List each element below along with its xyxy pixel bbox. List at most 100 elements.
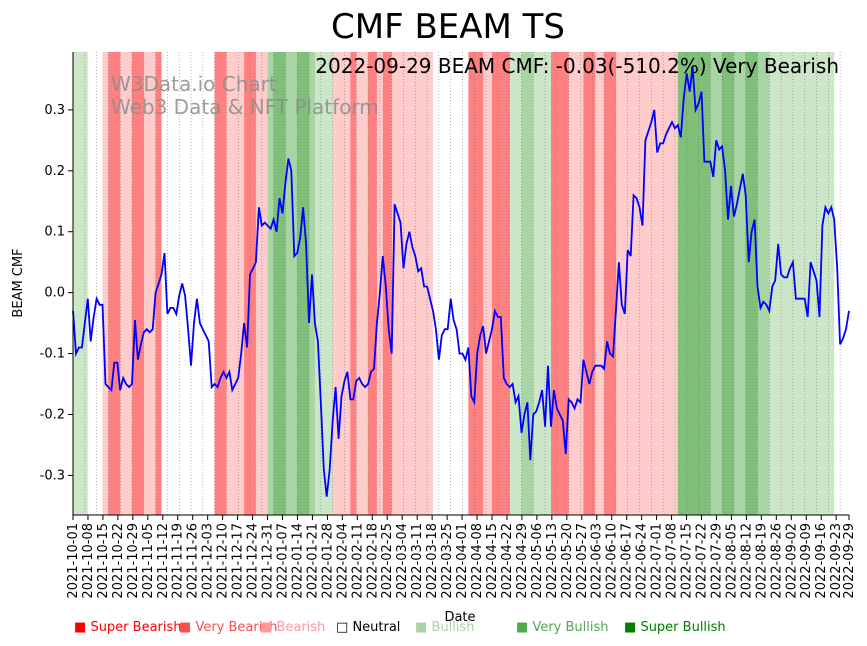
x-tick-label: 2022-07-15 — [680, 523, 695, 599]
x-tick-label: 2021-11-19 — [171, 523, 186, 599]
legend-bullish: ■ Bullish — [415, 620, 474, 635]
x-tick-label: 2022-09-09 — [799, 523, 814, 599]
x-tick-label: 2021-10-08 — [81, 523, 96, 599]
signal-region-very-bullish — [757, 52, 770, 515]
x-tick-label: 2021-12-31 — [261, 523, 276, 599]
signal-region-very-bullish — [710, 52, 723, 515]
x-tick-label: 2022-09-29 — [842, 523, 857, 599]
x-tick-label: 2022-04-22 — [500, 523, 515, 599]
x-tick-label: 2022-06-10 — [605, 523, 620, 599]
signal-region-bearish — [663, 52, 679, 515]
legend-swatch-bullish: ■ — [415, 620, 428, 635]
x-tick-label: 2021-12-17 — [231, 523, 246, 599]
legend-label: Bullish — [431, 620, 475, 635]
x-tick-label: 2022-03-25 — [440, 523, 455, 599]
x-tick-label: 2022-02-25 — [380, 523, 395, 599]
x-tick-label: 2022-07-29 — [709, 523, 724, 599]
x-tick-label: 2022-01-07 — [275, 523, 290, 599]
signal-region-very-bullish — [733, 52, 747, 515]
x-tick-label: 2022-07-08 — [665, 523, 680, 599]
signal-region-very-bearish — [132, 52, 145, 515]
x-tick-label: 2022-08-26 — [769, 523, 784, 599]
legend-label: Bearish — [276, 620, 326, 635]
y-tick-label: -0.1 — [40, 347, 65, 362]
x-tick-label: 2022-06-03 — [590, 523, 605, 599]
x-tick-label: 2022-04-08 — [470, 523, 485, 599]
x-tick-label: 2021-10-15 — [96, 523, 111, 599]
signal-region-very-bearish — [382, 52, 393, 515]
signal-region-bearish — [391, 52, 434, 515]
x-tick-label: 2021-12-10 — [216, 523, 231, 599]
x-tick-label: 2022-05-20 — [560, 523, 575, 599]
x-tick-label: 2022-09-02 — [784, 523, 799, 599]
legend-label: Super Bullish — [640, 620, 726, 635]
signal-region-bearish — [255, 52, 263, 515]
signal-region-super-bullish — [297, 52, 310, 515]
x-tick-label: 2022-02-04 — [335, 523, 350, 599]
signal-region-very-bearish — [604, 52, 617, 515]
signal-region-neutral — [199, 52, 216, 515]
signal-region-very-bearish — [468, 52, 484, 515]
signal-region-bearish — [332, 52, 351, 515]
legend-swatch-super-bullish: ■ — [624, 620, 637, 635]
signal-region-bearish — [143, 52, 157, 515]
legend-label: Neutral — [352, 620, 401, 635]
legend-label: Very Bullish — [532, 620, 609, 635]
x-tick-label: 2022-08-05 — [724, 523, 739, 599]
x-tick-label: 2022-05-27 — [575, 523, 590, 599]
x-axis-ticks: 2021-10-01 2021-10-08 2021-10-15 2021-10-22… — [66, 515, 857, 599]
signal-region-very-bullish — [285, 52, 298, 515]
signal-region-bullish — [314, 52, 334, 515]
x-tick-label: 2022-05-06 — [530, 523, 545, 599]
legend-super-bearish: ■ Super Bearish — [74, 620, 182, 635]
watermark-line-1: W3Data.io Chart — [111, 72, 277, 96]
signal-region-very-bullish — [267, 52, 275, 515]
signal-region-bearish — [102, 52, 110, 515]
signal-region-neutral — [432, 52, 458, 515]
signal-region-neutral — [834, 52, 850, 515]
signal-region-bullish — [73, 52, 83, 515]
x-tick-label: 2022-03-04 — [395, 523, 410, 599]
signal-region-very-bearish — [368, 52, 378, 515]
y-tick-label: 0.3 — [44, 103, 65, 118]
signal-region-bullish — [509, 52, 523, 515]
legend-swatch-super-bearish: ■ — [74, 620, 87, 635]
signal-region-bearish — [356, 52, 369, 515]
signal-region-bearish — [483, 52, 493, 515]
x-tick-label: 2021-11-05 — [141, 523, 156, 599]
x-tick-label: 2021-12-24 — [246, 523, 261, 599]
x-tick-label: 2022-01-28 — [320, 523, 335, 599]
signal-region-very-bearish — [350, 52, 357, 515]
signal-region-bearish — [568, 52, 585, 515]
signal-background-regions — [73, 52, 850, 515]
legend-swatch-bearish: ■ — [260, 620, 273, 635]
signal-region-very-bullish — [521, 52, 534, 515]
signal-region-super-bullish — [722, 52, 735, 515]
y-tick-label: -0.2 — [40, 407, 65, 422]
x-tick-label: 2021-11-12 — [156, 523, 171, 599]
y-tick-label: -0.3 — [40, 468, 65, 483]
x-tick-label: 2022-04-15 — [485, 523, 500, 599]
legend-swatch-very-bullish: ■ — [516, 620, 529, 635]
x-tick-label: 2022-01-14 — [290, 523, 305, 599]
signal-region-super-bullish — [677, 52, 711, 515]
y-tick-label: 0.1 — [44, 225, 65, 240]
y-tick-label: 0.2 — [44, 164, 65, 179]
legend-very-bullish: ■ Very Bullish — [516, 620, 609, 635]
signal-region-bearish — [226, 52, 245, 515]
x-tick-label: 2021-10-29 — [126, 523, 141, 599]
x-tick-label: 2022-01-21 — [305, 523, 320, 599]
legend-swatch-neutral: □ — [336, 620, 349, 635]
signal-region-very-bearish — [583, 52, 596, 515]
signal-region-neutral — [161, 52, 201, 515]
signal-region-bearish — [595, 52, 605, 515]
x-tick-label: 2022-06-24 — [635, 523, 650, 599]
signal-region-super-bullish — [745, 52, 759, 515]
x-tick-label: 2022-04-01 — [455, 523, 470, 599]
signal-region-neutral — [87, 52, 104, 515]
x-tick-label: 2022-09-23 — [829, 523, 844, 599]
watermark-line-2: Web3 Data & NFT Platform — [111, 95, 379, 119]
signal-region-bearish — [615, 52, 664, 515]
x-tick-label: 2022-02-11 — [350, 523, 365, 599]
x-tick-label: 2022-02-18 — [365, 523, 380, 599]
